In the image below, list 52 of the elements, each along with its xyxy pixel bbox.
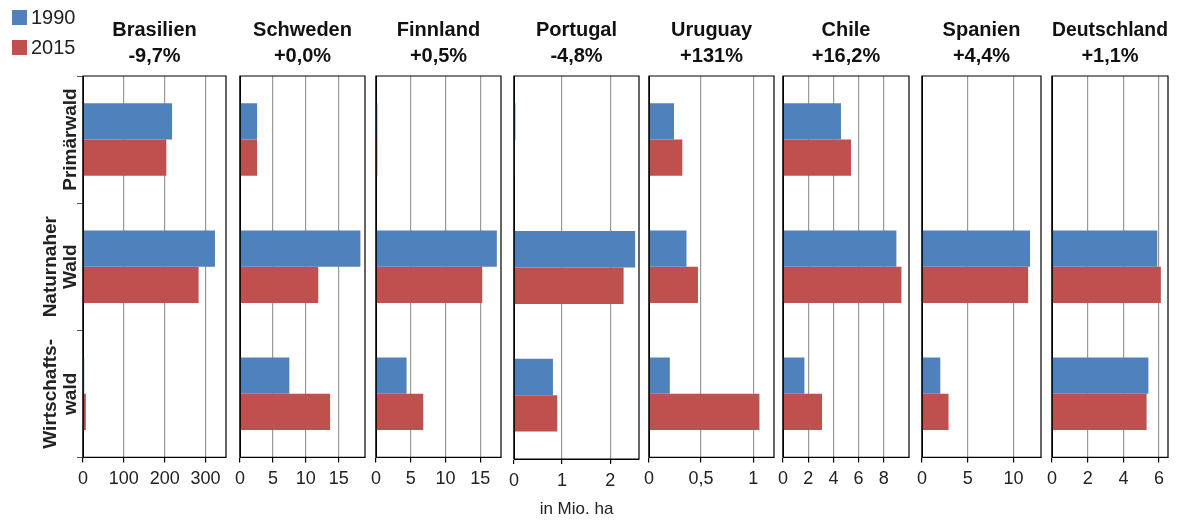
x-tick-label: 10 (435, 468, 456, 489)
x-tick-label: 6 (853, 468, 864, 489)
chart-subtitle: -9,7% (128, 43, 181, 66)
x-tick-label: 0 (77, 468, 89, 489)
x-tick-label: 0 (643, 468, 655, 489)
y-tick-label: Primärwald (59, 88, 81, 191)
chart-subtitle: +16,2% (811, 43, 881, 66)
x-tick-label: 0,5 (688, 468, 714, 489)
chart-subtitle: +4,4% (952, 43, 1011, 66)
x-tick-label: 0 (370, 468, 382, 489)
x-tick-label: 15 (328, 468, 349, 489)
x-tick-label: 15 (470, 468, 491, 489)
chart-subtitle: +131% (680, 43, 744, 66)
x-tick-label: 0 (777, 468, 789, 489)
chart-subtitle: +1,1% (1081, 43, 1139, 66)
legend-label: 1990 (31, 5, 76, 28)
chart-title: Finnland (396, 17, 481, 40)
chart-subtitle: -4,8% (550, 43, 603, 66)
x-tick-label: 2 (1082, 468, 1093, 489)
x-tick-label: 10 (295, 468, 316, 489)
chart-title: Uruguay (670, 17, 753, 40)
x-tick-label: 0 (508, 469, 520, 490)
x-tick-label: 10 (1003, 468, 1024, 489)
chart-title: Chile (821, 17, 871, 40)
x-tick-label: 1 (748, 468, 759, 489)
x-tick-label: 5 (267, 468, 278, 489)
x-tick-label: 4 (828, 468, 839, 489)
x-tick-label: 100 (108, 468, 139, 489)
chart-subtitle: +0,5% (409, 43, 468, 66)
chart-title: Portugal (535, 17, 618, 40)
x-tick-label: 2 (803, 468, 814, 489)
x-tick-label: 0 (916, 468, 928, 489)
x-tick-label: 1 (557, 469, 568, 490)
y-tick-label: Naturnaher Wald (39, 215, 81, 318)
chart-title: Brasilien (112, 17, 197, 40)
x-axis-title: in Mio. ha (539, 499, 614, 519)
x-tick-label: 200 (149, 468, 180, 489)
x-tick-label: 300 (190, 468, 221, 489)
legend-label: 2015 (31, 35, 76, 58)
x-tick-label: 4 (1118, 468, 1129, 489)
x-tick-label: 8 (878, 468, 889, 489)
x-tick-label: 5 (405, 468, 416, 489)
x-tick-label: 0 (1046, 468, 1058, 489)
chart-subtitle: +0,0% (273, 43, 332, 66)
x-tick-label: 5 (962, 468, 973, 489)
x-tick-label: 6 (1154, 468, 1165, 489)
x-tick-label: 2 (605, 469, 616, 490)
chart-title: Spanien (942, 17, 1021, 40)
chart-title: Schweden (253, 17, 352, 40)
x-tick-label: 0 (234, 468, 246, 489)
chart-title: Deutschland (1052, 17, 1168, 40)
y-tick-label: Wirtschafts- wald (39, 339, 81, 449)
